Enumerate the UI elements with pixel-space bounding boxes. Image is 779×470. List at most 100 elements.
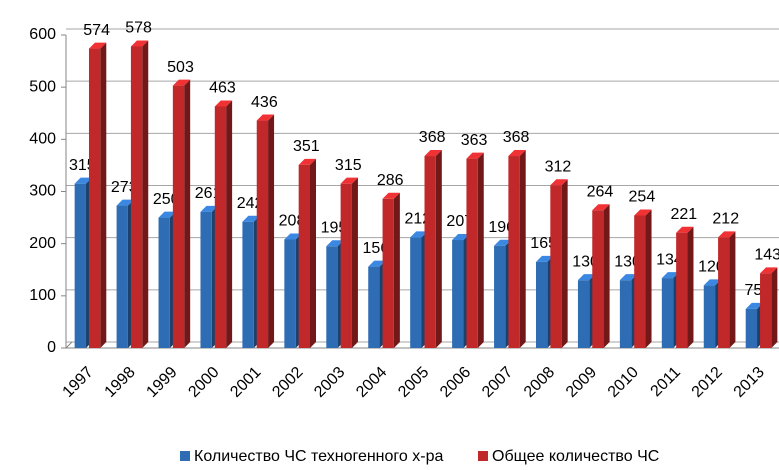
x-tick-label: 2006 (437, 364, 474, 401)
bar-side (603, 204, 610, 348)
bar (368, 266, 380, 348)
x-tick-label: 2008 (521, 364, 558, 401)
bar (550, 185, 562, 348)
x-tick-label: 2011 (648, 364, 684, 400)
y-tick-label: 100 (29, 287, 56, 304)
x-tick-label: 1998 (102, 364, 139, 401)
bar-side (771, 267, 778, 348)
bar-top (200, 205, 218, 212)
bar-side (729, 231, 736, 348)
value-label: 315 (335, 157, 362, 174)
bar (745, 308, 758, 348)
x-tick-label: 1999 (143, 364, 180, 401)
x-tick-label: 2000 (185, 364, 222, 401)
bar-top (298, 158, 317, 165)
bar (214, 106, 227, 349)
bar (298, 164, 311, 348)
bar-side (687, 226, 694, 348)
x-tick-label: 2009 (563, 364, 600, 401)
value-label: 578 (125, 20, 152, 37)
y-tick-label: 300 (29, 183, 56, 200)
bar (535, 261, 548, 348)
bar-top (256, 114, 275, 121)
bar-side (393, 192, 400, 348)
value-label: 221 (670, 206, 697, 223)
bar (74, 183, 86, 348)
bar-side (519, 150, 526, 348)
bar-side (184, 79, 191, 348)
bar-top (368, 260, 386, 267)
bar-top (718, 231, 736, 238)
bar-side (477, 152, 484, 348)
bar-top (760, 267, 778, 274)
bar-top (452, 234, 470, 241)
bar-side (645, 209, 652, 348)
x-tick-label: 2002 (269, 364, 306, 401)
bar (703, 285, 716, 348)
bar-top (535, 255, 554, 262)
bar-side (268, 114, 275, 348)
bar (326, 246, 338, 348)
bar (494, 245, 506, 348)
value-label: 286 (377, 172, 404, 189)
value-label: 436 (251, 94, 278, 111)
bar-top (577, 274, 596, 281)
y-tick-label: 0 (47, 339, 56, 356)
value-label: 351 (293, 138, 320, 155)
bar-top (676, 226, 694, 233)
bar-top (410, 231, 428, 238)
bar (256, 120, 269, 348)
bar-top (592, 204, 610, 211)
bar-top (382, 192, 400, 199)
bar (130, 46, 143, 349)
y-tick-label: 400 (29, 131, 56, 148)
x-tick-label: 1997 (60, 364, 97, 401)
legend-label: Количество ЧС техногенного х-ра (194, 448, 443, 465)
bar-top (242, 215, 260, 222)
bar-side (310, 158, 317, 348)
legend-swatch (478, 451, 488, 461)
bar (158, 217, 170, 348)
y-tick-label: 500 (29, 78, 56, 95)
bar (172, 85, 185, 348)
bar-top (494, 239, 512, 246)
x-tick-label: 2003 (311, 364, 348, 401)
value-label: 143 (754, 247, 779, 264)
bar-top (424, 150, 442, 157)
bar-top (745, 302, 764, 309)
value-label: 463 (209, 80, 236, 97)
bar-top (508, 150, 526, 157)
bar (452, 240, 464, 348)
value-label: 264 (587, 183, 614, 200)
x-tick-label: 2007 (479, 364, 516, 401)
bar (340, 183, 352, 348)
bar-top (661, 272, 680, 279)
bar-top (130, 40, 149, 47)
bar-top (172, 79, 191, 86)
value-label: 312 (545, 158, 572, 175)
value-label: 363 (461, 132, 488, 149)
bar (718, 237, 730, 348)
bar-top (284, 233, 302, 240)
bar-top (466, 152, 484, 159)
bar-top (550, 179, 568, 186)
value-label: 503 (167, 59, 194, 76)
floor (65, 341, 73, 349)
bar-side (100, 42, 107, 349)
bar-top (703, 279, 722, 286)
bar-side (226, 100, 233, 349)
y-tick-label: 200 (29, 235, 56, 252)
value-label: 368 (419, 129, 446, 146)
bar (592, 210, 604, 348)
bar (88, 48, 101, 349)
bar-side (435, 150, 442, 348)
bar (577, 280, 590, 348)
x-tick-label: 2005 (395, 364, 432, 401)
x-tick-label: 2012 (689, 364, 726, 401)
bar-top (158, 211, 176, 218)
bar (424, 156, 436, 348)
bar-side (142, 40, 149, 349)
bar (676, 232, 688, 348)
bar (619, 280, 632, 348)
